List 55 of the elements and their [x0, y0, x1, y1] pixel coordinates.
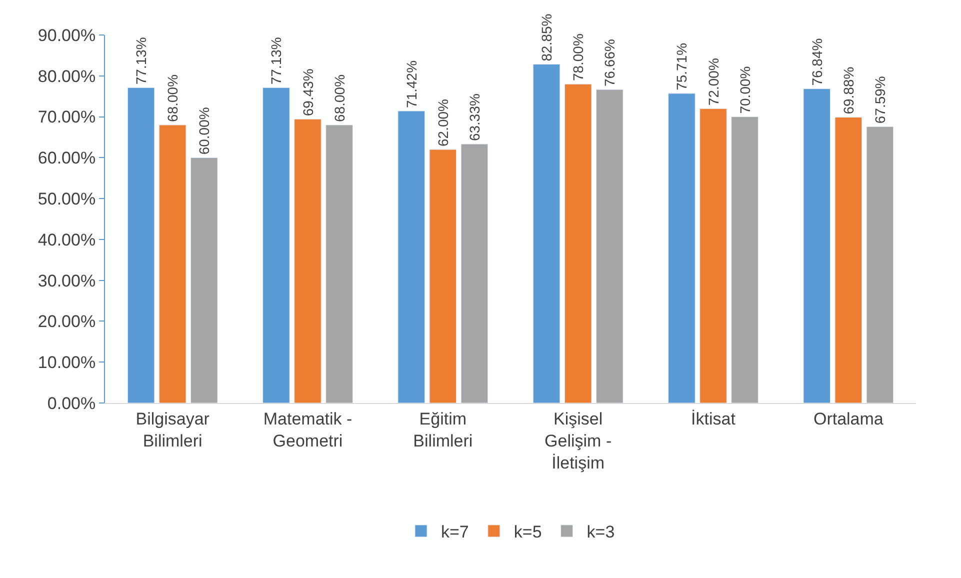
x-tick-label: İktisat [691, 409, 736, 428]
data-label: 71.42% [403, 60, 420, 108]
y-tick-label: 40.00% [38, 230, 96, 250]
bar [564, 84, 592, 403]
data-label: 78.00% [570, 34, 586, 82]
bar [834, 117, 862, 403]
bar [158, 124, 186, 403]
x-tick-label: Kişisel Gelişim - İletişim [544, 409, 612, 473]
bar [262, 87, 290, 403]
bar [700, 108, 727, 403]
x-tick-label: Ortalama [813, 409, 884, 428]
x-tick-label: Eğitim Bilimleri [413, 409, 473, 450]
bar [294, 118, 322, 403]
y-tick-label: 50.00% [38, 190, 96, 209]
y-tick-label: 60.00% [38, 148, 96, 168]
y-tick-label: 0.00% [47, 394, 96, 413]
data-label: 72.00% [705, 58, 722, 106]
bar [803, 88, 831, 403]
bar [429, 149, 457, 403]
data-label: 77.13% [268, 37, 284, 85]
data-label: 82.85% [538, 14, 555, 62]
data-label: 63.33% [466, 94, 482, 142]
data-label: 76.84% [808, 38, 825, 86]
data-label: 60.00% [196, 107, 212, 155]
data-label: 68.00% [164, 74, 181, 122]
data-label: 75.71% [674, 42, 690, 90]
bar [398, 110, 426, 403]
y-tick-label: 30.00% [38, 271, 96, 290]
bar [866, 126, 894, 403]
bar [668, 93, 696, 403]
bar [460, 144, 488, 403]
bar [127, 87, 155, 403]
legend-label: k=7 [441, 522, 469, 542]
bar [532, 64, 560, 403]
data-label: 77.13% [133, 37, 150, 85]
y-tick-label: 80.00% [38, 66, 96, 86]
data-label: 69.88% [840, 66, 856, 114]
y-tick-label: 90.00% [38, 26, 96, 45]
data-label: 62.00% [434, 99, 451, 146]
legend-label: k=3 [586, 522, 615, 542]
data-label: 67.59% [872, 76, 888, 124]
data-label: 68.00% [331, 74, 348, 122]
data-label: 70.00% [736, 66, 753, 114]
bar [326, 124, 353, 403]
bar [596, 89, 624, 403]
y-tick-label: 20.00% [38, 312, 96, 332]
x-tick-label: Bilgisayar Bilimleri [136, 409, 210, 450]
legend-label: k=5 [514, 522, 542, 542]
y-tick-label: 10.00% [38, 353, 96, 372]
data-label: 76.66% [602, 39, 618, 87]
data-label: 69.43% [300, 68, 316, 116]
bar [190, 157, 218, 403]
bar [731, 116, 758, 403]
y-tick-label: 70.00% [38, 108, 96, 127]
x-tick-label: Matematik - Geometri [263, 409, 352, 450]
